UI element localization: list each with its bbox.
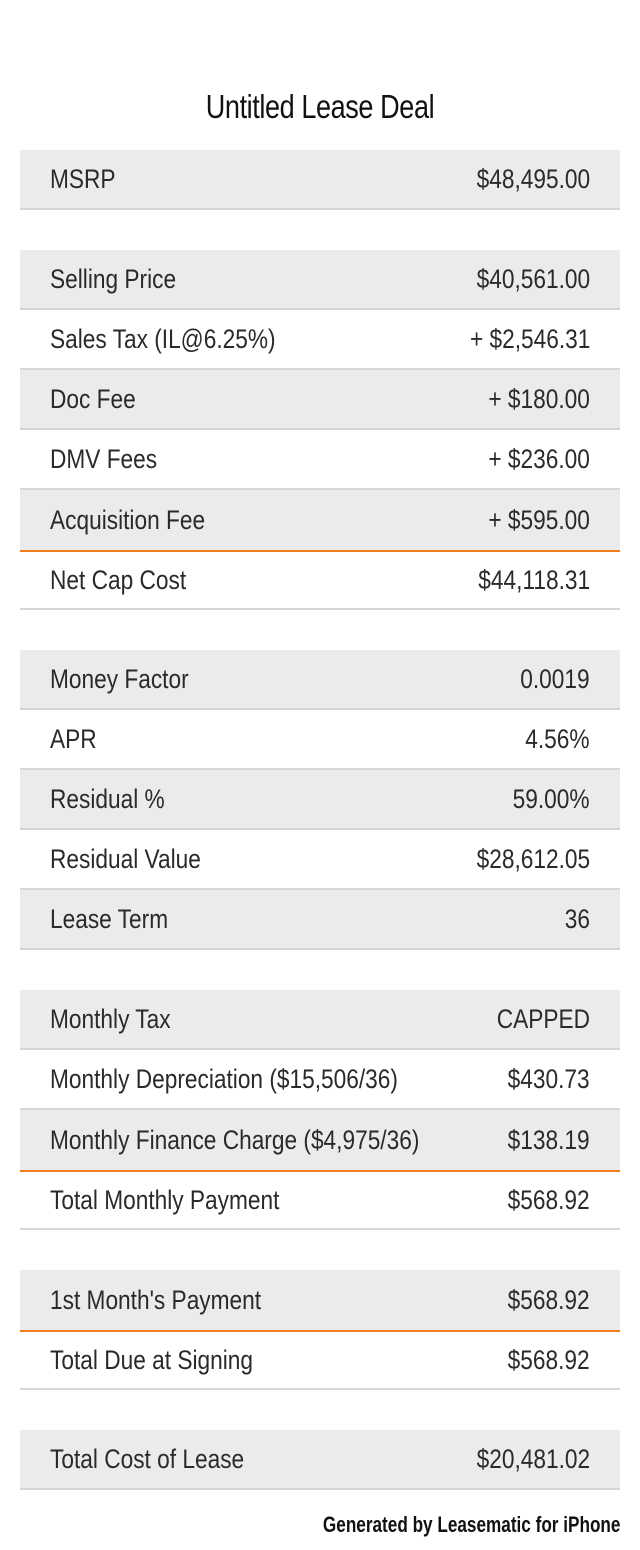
row-label: Money Factor — [50, 663, 189, 694]
total-cost-section: Total Cost of Lease $20,481.02 — [20, 1430, 620, 1490]
row-label: Net Cap Cost — [50, 564, 187, 595]
row-value: $44,118.31 — [478, 564, 590, 595]
row-label: Residual % — [50, 783, 165, 814]
row-label: APR — [50, 723, 97, 754]
row-doc-fee: Doc Fee + $180.00 — [20, 370, 620, 430]
row-total-due-at-signing: Total Due at Signing $568.92 — [20, 1330, 620, 1390]
row-label: DMV Fees — [50, 443, 158, 474]
footer-credit: Generated by Leasematic for iPhone — [322, 1512, 620, 1537]
row-selling-price: Selling Price $40,561.00 — [20, 250, 620, 310]
row-dmv-fees: DMV Fees + $236.00 — [20, 430, 620, 490]
row-money-factor: Money Factor 0.0019 — [20, 650, 620, 710]
row-residual-value: Residual Value $28,612.05 — [20, 830, 620, 890]
row-label: Total Due at Signing — [50, 1344, 253, 1375]
row-value: + $180.00 — [488, 383, 590, 414]
row-monthly-tax: Monthly Tax CAPPED — [20, 990, 620, 1050]
row-value: $28,612.05 — [476, 843, 590, 874]
msrp-section: MSRP $48,495.00 — [20, 150, 620, 210]
row-value: $48,495.00 — [476, 163, 590, 194]
cap-cost-section: Selling Price $40,561.00 Sales Tax (IL@6… — [20, 250, 620, 610]
row-label: Monthly Depreciation ($15,506/36) — [50, 1063, 398, 1094]
due-at-signing-section: 1st Month's Payment $568.92 Total Due at… — [20, 1270, 620, 1390]
row-total-cost-of-lease: Total Cost of Lease $20,481.02 — [20, 1430, 620, 1490]
rate-residual-section: Money Factor 0.0019 APR 4.56% Residual %… — [20, 650, 620, 950]
row-acquisition-fee: Acquisition Fee + $595.00 — [20, 490, 620, 550]
row-residual-percent: Residual % 59.00% — [20, 770, 620, 830]
row-label: Residual Value — [50, 843, 201, 874]
monthly-section: Monthly Tax CAPPED Monthly Depreciation … — [20, 990, 620, 1230]
row-value: + $595.00 — [488, 504, 590, 535]
row-label: 1st Month's Payment — [50, 1284, 262, 1315]
page-title: Untitled Lease Deal — [205, 88, 435, 125]
row-lease-term: Lease Term 36 — [20, 890, 620, 950]
row-label: Lease Term — [50, 903, 169, 934]
row-value: 36 — [564, 903, 590, 934]
row-value: 4.56% — [525, 723, 590, 754]
row-total-monthly-payment: Total Monthly Payment $568.92 — [20, 1170, 620, 1230]
row-sales-tax: Sales Tax (IL@6.25%) + $2,546.31 — [20, 310, 620, 370]
row-value: + $2,546.31 — [469, 323, 590, 354]
row-value: $138.19 — [508, 1124, 590, 1155]
row-label: Acquisition Fee — [50, 504, 206, 535]
row-monthly-depreciation: Monthly Depreciation ($15,506/36) $430.7… — [20, 1050, 620, 1110]
row-label: Monthly Finance Charge ($4,975/36) — [50, 1124, 420, 1155]
row-msrp: MSRP $48,495.00 — [20, 150, 620, 210]
row-value: 0.0019 — [520, 663, 590, 694]
row-label: Doc Fee — [50, 383, 136, 414]
row-value: $430.73 — [508, 1063, 590, 1094]
row-label: Total Monthly Payment — [50, 1184, 280, 1215]
row-value: + $236.00 — [488, 443, 590, 474]
row-value: 59.00% — [513, 783, 590, 814]
row-label: Monthly Tax — [50, 1003, 171, 1034]
row-first-month-payment: 1st Month's Payment $568.92 — [20, 1270, 620, 1330]
row-label: Selling Price — [50, 263, 177, 294]
row-value: CAPPED — [496, 1003, 590, 1034]
row-value: $568.92 — [508, 1284, 590, 1315]
row-monthly-finance-charge: Monthly Finance Charge ($4,975/36) $138.… — [20, 1110, 620, 1170]
row-value: $40,561.00 — [476, 263, 590, 294]
row-apr: APR 4.56% — [20, 710, 620, 770]
row-label: Total Cost of Lease — [50, 1443, 245, 1474]
row-value: $568.92 — [508, 1344, 590, 1375]
row-label: Sales Tax (IL@6.25%) — [50, 323, 276, 354]
row-label: MSRP — [50, 163, 116, 194]
row-value: $20,481.02 — [476, 1443, 590, 1474]
row-value: $568.92 — [508, 1184, 590, 1215]
row-net-cap-cost: Net Cap Cost $44,118.31 — [20, 550, 620, 610]
